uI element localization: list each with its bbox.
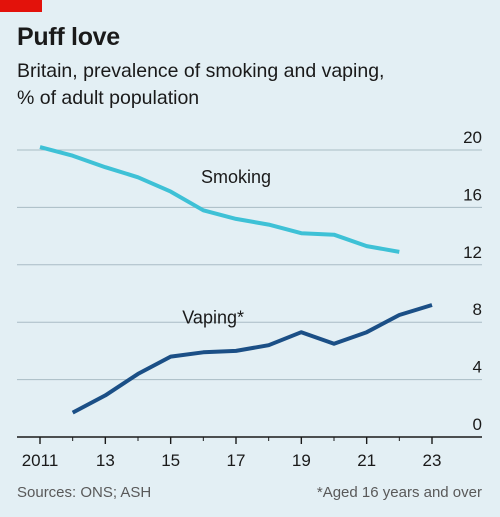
subtitle-line-2: % of adult population [17, 87, 200, 109]
series-label: Smoking [201, 167, 271, 187]
y-tick-label: 4 [473, 358, 482, 377]
x-tick-label: 19 [292, 451, 311, 470]
x-tick-label: 13 [96, 451, 115, 470]
x-tick-label: 21 [357, 451, 376, 470]
red-tag-logo [0, 0, 42, 12]
series-line-smoking [39, 145, 400, 254]
subtitle-line-1: Britain, prevalence of smoking and vapin… [17, 60, 385, 82]
y-tick-label: 8 [473, 300, 482, 319]
y-tick-label: 12 [463, 243, 482, 262]
series-label: Vaping* [182, 308, 244, 328]
y-tick-label: 20 [463, 128, 482, 147]
age-footnote: *Aged 16 years and over [316, 484, 482, 501]
x-tick-label: 15 [161, 451, 180, 470]
x-tick-label: 17 [227, 451, 246, 470]
x-tick-label: 2011 [22, 451, 59, 470]
chart-title: Puff love [17, 23, 120, 51]
y-tick-label: 0 [473, 415, 482, 434]
chart-subtitle: Britain, prevalence of smoking and vapin… [17, 58, 487, 112]
y-tick-label: 16 [463, 185, 482, 204]
x-tick-label: 23 [423, 451, 442, 470]
series-line-vaping [71, 303, 433, 415]
sources-note: Sources: ONS; ASH [17, 484, 152, 501]
